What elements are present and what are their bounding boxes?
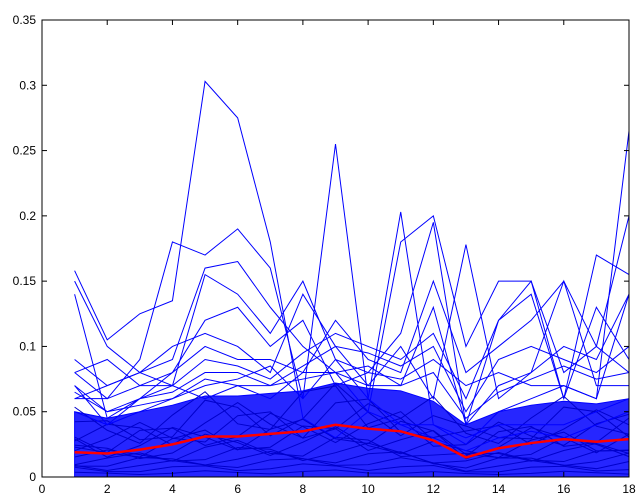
- y-tick-label: 0.25: [13, 144, 37, 158]
- x-tick-label: 16: [557, 482, 571, 496]
- series-band-line: [74, 463, 630, 473]
- x-tick-label: 14: [492, 482, 506, 496]
- y-tick-label: 0.05: [13, 405, 37, 419]
- x-axis: 0 2 4 6 8 10 12 14 16 18: [39, 20, 636, 496]
- plot-frame: [41, 19, 630, 478]
- series-band-line: [74, 457, 630, 472]
- series-band-line: [74, 382, 630, 441]
- y-tick-label: 0.15: [13, 274, 37, 288]
- y-axis: 0 0.05 0.1 0.15 0.2 0.25 0.3 0.35: [13, 13, 629, 484]
- x-tick-label: 8: [300, 482, 307, 496]
- x-tick-label: 2: [104, 482, 111, 496]
- series-line-9: [74, 345, 630, 426]
- series-line-12: [74, 365, 630, 419]
- y-tick-label: 0.3: [19, 78, 36, 92]
- y-tick-label: 0.1: [19, 339, 36, 353]
- x-tick-label: 12: [427, 482, 441, 496]
- series-line-8: [74, 293, 630, 401]
- y-tick-label: 0: [29, 470, 36, 484]
- y-tick-label: 0.2: [19, 209, 36, 223]
- x-tick-label: 0: [39, 482, 46, 496]
- series-line-1: [74, 80, 630, 452]
- series-band-line: [74, 469, 630, 476]
- series-band-line: [74, 426, 630, 460]
- mean-line-group: [74, 423, 630, 459]
- series-lines: [74, 80, 630, 452]
- series-band-line: [74, 403, 630, 452]
- series-band-line: [74, 411, 630, 457]
- x-tick-label: 10: [361, 482, 375, 496]
- mean-line: [74, 423, 630, 459]
- x-tick-label: 6: [234, 482, 241, 496]
- series-band-line: [74, 425, 630, 459]
- x-tick-label: 18: [622, 482, 636, 496]
- series-line-2: [74, 143, 630, 439]
- series-band-line: [74, 385, 630, 445]
- x-tick-label: 4: [169, 482, 176, 496]
- series-line-10: [74, 279, 629, 426]
- series-line-4: [74, 214, 630, 413]
- series-band-line: [74, 436, 630, 462]
- y-tick-label: 0.35: [13, 13, 37, 27]
- series-line-11: [74, 294, 630, 426]
